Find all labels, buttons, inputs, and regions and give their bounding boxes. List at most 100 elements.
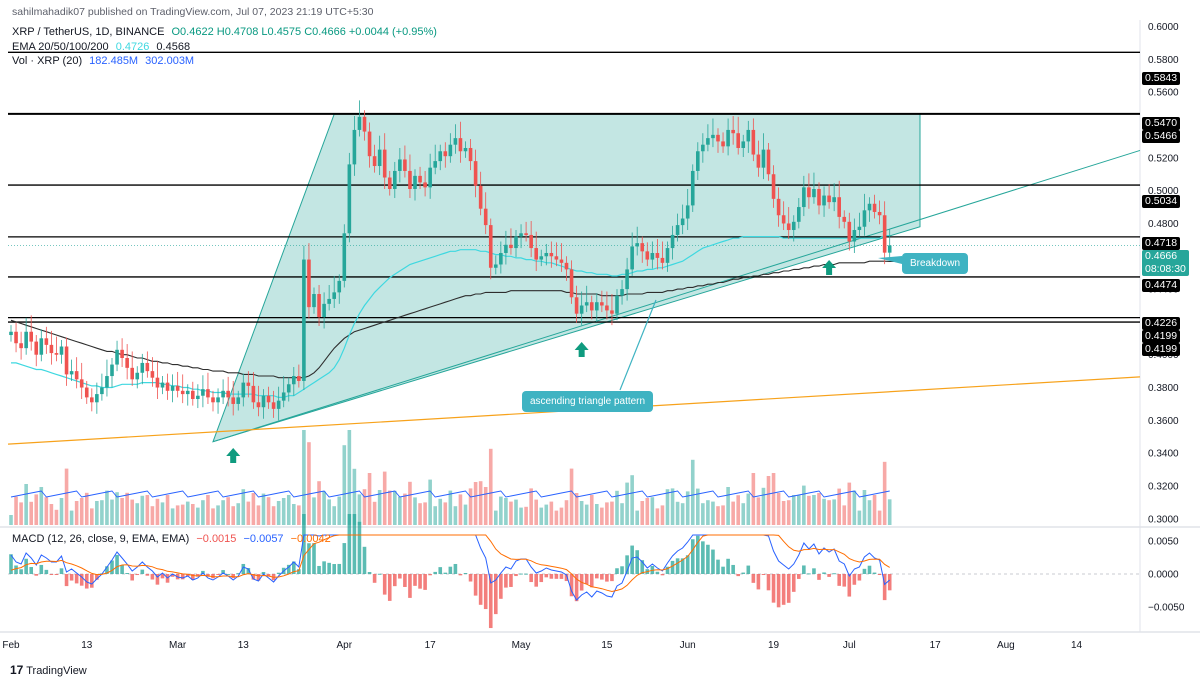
x-tick-label: Jun bbox=[680, 640, 696, 651]
y-tick-label: 0.3800 bbox=[1148, 383, 1179, 394]
macd-histogram-bar bbox=[524, 573, 528, 575]
legend-ema[interactable]: EMA 20/50/100/200 0.4726 0.4568 bbox=[12, 41, 194, 53]
tradingview-logo[interactable]: 17 TradingView bbox=[10, 663, 87, 677]
volume-bar bbox=[357, 494, 362, 525]
volume-bar bbox=[488, 448, 493, 525]
macd-histogram-bar bbox=[19, 569, 23, 574]
candle-body bbox=[367, 131, 372, 157]
volume-bar bbox=[837, 488, 841, 525]
volume-bar bbox=[610, 501, 614, 525]
macd-histogram-bar bbox=[110, 560, 114, 574]
volume-bar bbox=[115, 492, 119, 525]
candle-body bbox=[635, 243, 639, 247]
macd-histogram-bar bbox=[39, 564, 44, 574]
volume-bar bbox=[110, 499, 114, 525]
pattern-callout[interactable]: ascending triangle pattern bbox=[522, 391, 654, 412]
volume-bar bbox=[408, 481, 412, 525]
macd-histogram-bar bbox=[221, 570, 225, 574]
candle-body bbox=[882, 215, 887, 253]
volume-bar bbox=[862, 490, 867, 525]
volume-bar bbox=[286, 495, 291, 525]
volume-bar bbox=[807, 495, 811, 525]
volume-bar bbox=[135, 503, 140, 525]
macd-histogram-bar bbox=[337, 563, 342, 574]
candle-body bbox=[721, 141, 725, 147]
candle-body bbox=[463, 147, 468, 152]
candle-body bbox=[185, 390, 190, 395]
volume-bar bbox=[74, 501, 79, 525]
volume-bar bbox=[766, 476, 771, 525]
candle-body bbox=[519, 233, 523, 237]
volume-bar bbox=[175, 505, 180, 525]
volume-bar bbox=[812, 495, 816, 525]
macd-histogram-bar bbox=[655, 571, 660, 574]
volume-bar bbox=[382, 471, 387, 525]
candle-body bbox=[630, 246, 634, 270]
volume-bar bbox=[236, 503, 241, 525]
candle-body bbox=[438, 151, 443, 162]
candle-body bbox=[867, 203, 872, 211]
candle-body bbox=[382, 149, 387, 178]
volume-bar bbox=[716, 506, 720, 525]
volume-bar bbox=[660, 505, 665, 525]
breakdown-callout[interactable]: Breakdown bbox=[902, 253, 969, 274]
candle-body bbox=[241, 382, 246, 398]
candle-body bbox=[539, 256, 544, 260]
macd-tick-label: 0.0000 bbox=[1148, 570, 1179, 581]
volume-bar bbox=[387, 490, 392, 525]
volume-bar bbox=[312, 497, 316, 525]
volume-bar bbox=[24, 484, 28, 525]
macd-histogram-bar bbox=[372, 574, 377, 583]
volume-bar bbox=[600, 507, 604, 525]
candle-body bbox=[256, 402, 261, 408]
macd-histogram-bar bbox=[812, 568, 816, 574]
volume-bar bbox=[726, 487, 730, 525]
macd-histogram-bar bbox=[776, 574, 781, 608]
candle-body bbox=[509, 244, 513, 249]
volume-bar bbox=[95, 501, 99, 525]
macd-histogram-bar bbox=[822, 572, 826, 574]
volume-bar bbox=[640, 501, 645, 525]
volume-bar bbox=[367, 473, 372, 525]
volume-bar bbox=[206, 495, 210, 525]
volume-bar bbox=[514, 499, 518, 525]
macd-histogram-bar bbox=[696, 535, 700, 574]
candle-body bbox=[9, 331, 13, 336]
candle-body bbox=[216, 397, 220, 403]
volume-bar bbox=[120, 498, 124, 525]
macd-histogram-bar bbox=[327, 562, 331, 574]
macd-histogram-bar bbox=[711, 549, 715, 574]
volume-bar bbox=[362, 489, 367, 525]
candle-body bbox=[579, 305, 584, 314]
volume-bar bbox=[64, 468, 69, 525]
legend-volume[interactable]: Vol · XRP (20) 182.485M 302.003M bbox=[12, 55, 198, 67]
watermark: sahilmahadik07 published on TradingView.… bbox=[12, 6, 374, 18]
candle-body bbox=[155, 377, 160, 388]
level-label: 0.5843 bbox=[1142, 72, 1181, 85]
macd-histogram-bar bbox=[549, 574, 554, 579]
legend-macd[interactable]: MACD (12, 26, close, 9, EMA, EMA) −0.001… bbox=[12, 533, 335, 545]
volume-bar bbox=[706, 500, 710, 525]
macd-histogram-bar bbox=[226, 573, 230, 575]
volume-bar bbox=[771, 473, 776, 525]
macd-histogram-bar bbox=[322, 561, 326, 574]
x-tick-label: 19 bbox=[768, 640, 780, 651]
volume-bar bbox=[145, 495, 150, 525]
symbol-name[interactable]: XRP / TetherUS, 1D, BINANCE bbox=[12, 26, 165, 38]
volume-ma-value: 302.003M bbox=[145, 55, 195, 67]
volume-bar bbox=[867, 500, 872, 525]
y-tick-label: 0.3000 bbox=[1148, 514, 1179, 525]
macd-histogram-bar bbox=[685, 555, 690, 574]
volume-bar bbox=[786, 500, 791, 525]
macd-histogram-bar bbox=[347, 514, 352, 574]
candle-body bbox=[206, 389, 210, 398]
candle-body bbox=[49, 344, 54, 354]
macd-histogram-bar bbox=[266, 574, 271, 577]
candle-body bbox=[352, 129, 357, 165]
macd-histogram-bar bbox=[312, 543, 316, 574]
candle-body bbox=[54, 353, 59, 355]
macd-histogram-bar bbox=[236, 573, 241, 575]
macd-histogram-bar bbox=[24, 558, 28, 574]
macd-histogram-bar bbox=[206, 574, 210, 577]
